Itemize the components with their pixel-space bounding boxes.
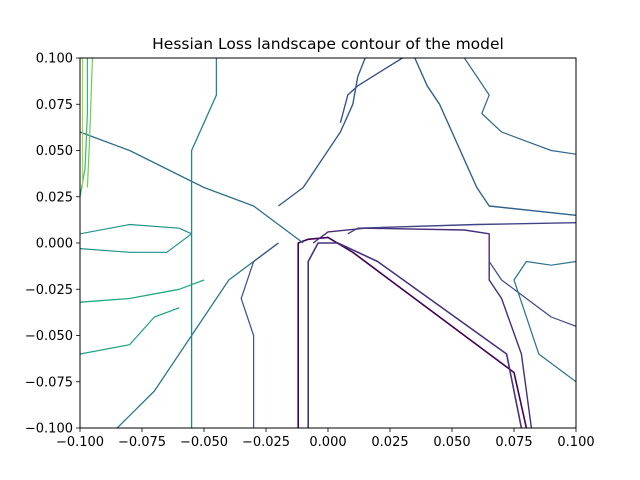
y-tick-label: −0.050 [25, 329, 73, 344]
contour-line-17 [463, 58, 576, 155]
y-tick-label: 0.050 [36, 144, 73, 159]
x-tick-label: 0.050 [433, 435, 470, 450]
contour-line-2 [307, 242, 523, 428]
contour-line-12 [80, 307, 180, 355]
x-tick-label: −0.075 [118, 435, 166, 450]
chart-title: Hessian Loss landscape contour of the mo… [152, 35, 504, 53]
contour-line-8 [80, 131, 304, 244]
x-tick-label: 0.100 [557, 435, 594, 450]
y-tick-label: 0.000 [36, 237, 73, 252]
contour-line-10 [190, 58, 218, 428]
contour-line-5 [339, 58, 403, 123]
contour-line-4 [347, 222, 576, 235]
x-tick-label: 0.000 [309, 435, 346, 450]
x-tick-label: −0.100 [56, 435, 104, 450]
x-axis-ticks: −0.100 −0.075 −0.050 −0.025 0.000 0.025 0.050 0… [56, 428, 595, 450]
contour-line-3 [312, 227, 533, 428]
x-tick-label: −0.025 [242, 435, 290, 450]
contour-line-20 [240, 242, 279, 428]
x-tick-label: 0.075 [495, 435, 532, 450]
contour-line-18 [488, 261, 576, 327]
x-tick-label: 0.025 [371, 435, 408, 450]
contour-line-19 [513, 260, 576, 383]
y-tick-label: 0.025 [36, 190, 73, 205]
y-tick-label: 0.075 [36, 98, 73, 113]
contour-line-14 [86, 58, 93, 188]
y-tick-label: −0.100 [25, 422, 73, 437]
y-tick-label: 0.100 [36, 52, 73, 67]
contour-line-7 [414, 58, 576, 216]
y-tick-label: −0.025 [25, 283, 73, 298]
y-axis-ticks: −0.100 −0.075 −0.050 −0.025 0.000 0.025 0.050 0… [25, 52, 80, 437]
contour-line-11 [80, 279, 205, 303]
contour-lines-group [80, 58, 576, 428]
x-tick-label: −0.050 [180, 435, 228, 450]
y-tick-label: −0.075 [25, 375, 73, 390]
contour-line-6 [277, 58, 366, 207]
contour-line-16 [80, 223, 193, 253]
